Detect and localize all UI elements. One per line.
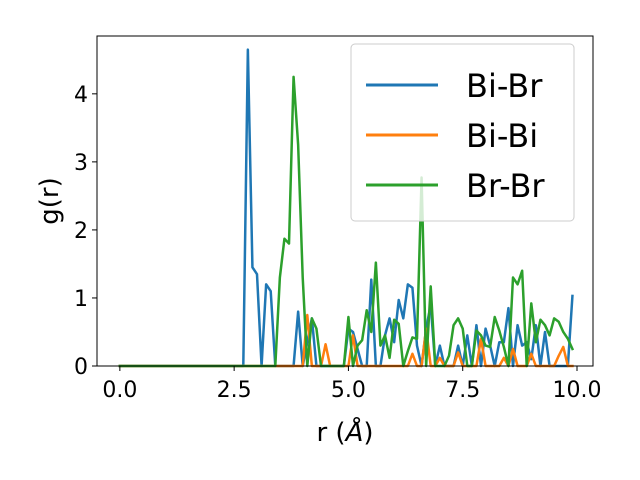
legend: Bi-Br Bi-Bi Br-Br [350,43,575,222]
y-tick-label: 2 [74,219,88,244]
x-tick-label: 5.0 [331,378,366,403]
legend-label-br-br: Br-Br [466,167,545,205]
legend-label-bi-br: Bi-Br [466,67,543,105]
x-tick-label: 10.0 [553,378,602,403]
y-tick-label: 4 [74,83,88,108]
plot-frame [96,35,594,367]
x-axis-label: r (Å) [316,416,373,448]
legend-label-bi-bi: Bi-Bi [466,117,538,155]
y-tick-label: 3 [74,151,88,176]
x-tick-label: 0.0 [102,378,137,403]
x-tick-label: 2.5 [217,378,252,403]
y-tick-label: 0 [74,355,88,380]
x-axis-label-close: ) [363,418,373,448]
y-axis: 0 1 2 3 4 [74,83,97,380]
x-axis-label-unit: Å [344,416,364,448]
y-axis-label: g(r) [35,177,65,224]
x-tick-label: 7.5 [445,378,480,403]
x-axis-label-text: r ( [316,418,345,448]
x-axis: 0.0 2.5 5.0 7.5 10.0 [102,366,601,403]
legend-box [350,43,575,222]
y-tick-label: 1 [74,287,88,312]
